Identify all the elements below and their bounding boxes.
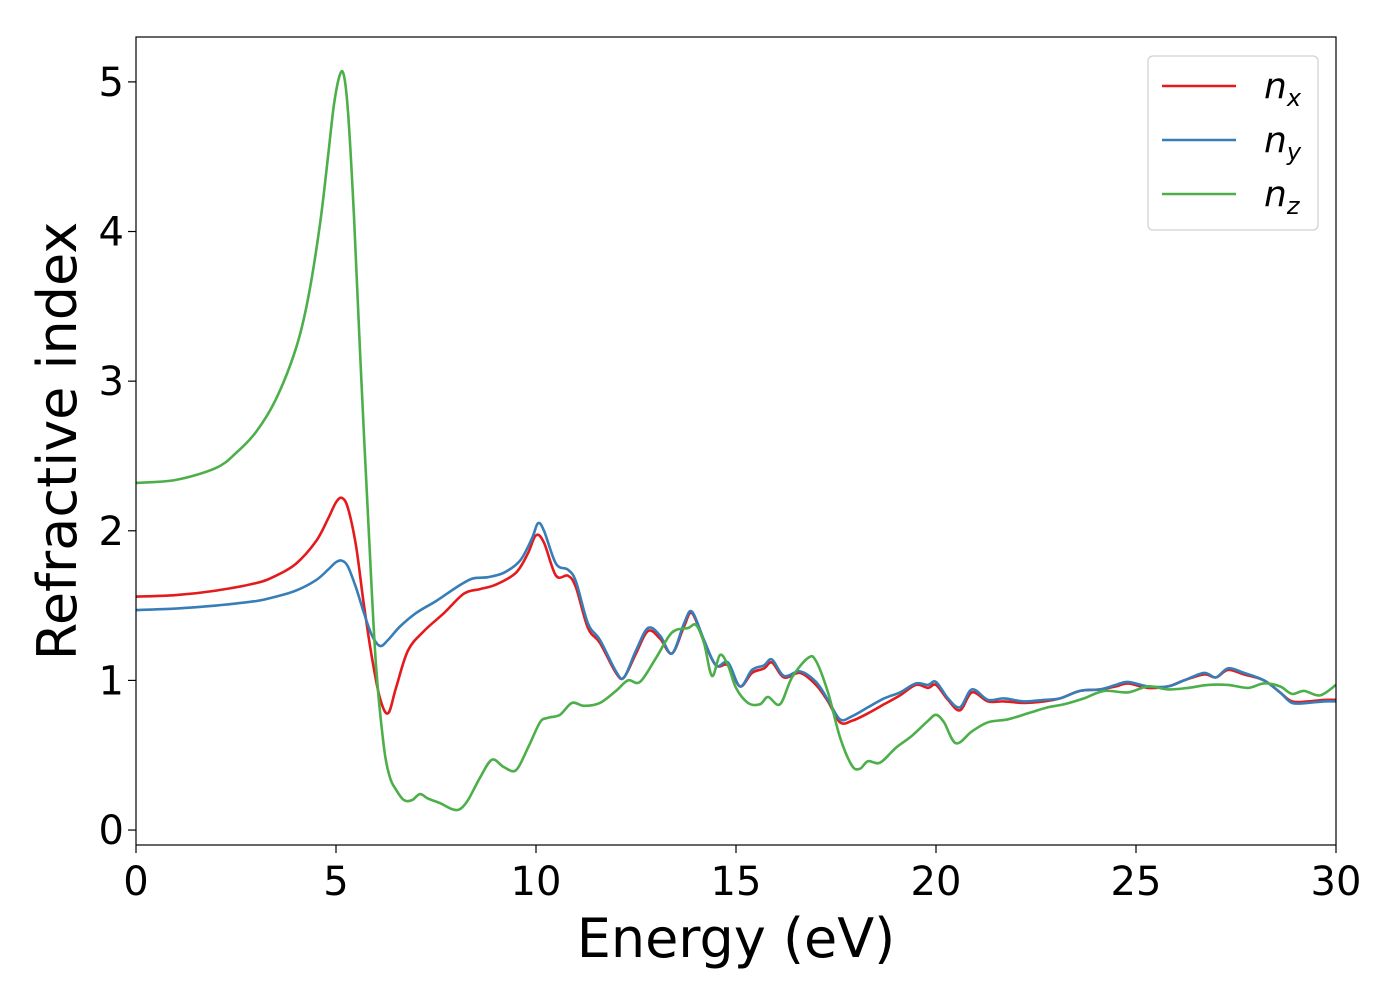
y-tick-label: 5 <box>99 60 124 106</box>
y-tick-label: 2 <box>99 509 124 555</box>
legend-label-ny: ny <box>1264 120 1302 166</box>
x-tick-label: 20 <box>911 859 962 905</box>
y-tick-label: 1 <box>99 658 124 704</box>
y-tick-label: 0 <box>99 808 124 854</box>
x-tick-label: 5 <box>323 859 348 905</box>
legend: nx ny nz <box>1147 55 1319 231</box>
x-tick-label: 25 <box>1111 859 1162 905</box>
series-line-ny <box>135 521 1337 722</box>
x-tick-label: 10 <box>511 859 562 905</box>
y-tick-label: 3 <box>99 359 124 405</box>
legend-label-nz: nz <box>1264 174 1301 220</box>
x-axis-ticks: 0 5 10 15 20 25 30 <box>123 845 1361 905</box>
legend-box <box>1147 55 1319 231</box>
series-line-nz <box>135 69 1337 812</box>
x-tick-label: 0 <box>123 859 148 905</box>
series-layer <box>135 69 1337 812</box>
x-axis-label: Energy (eV) <box>577 907 896 970</box>
y-axis-ticks: 0 1 2 3 4 5 <box>99 60 136 854</box>
x-tick-label: 15 <box>711 859 762 905</box>
x-tick-label: 30 <box>1311 859 1362 905</box>
y-tick-label: 4 <box>99 210 124 256</box>
y-axis-label: Refractive index <box>26 222 89 661</box>
legend-label-nx: nx <box>1264 66 1302 112</box>
